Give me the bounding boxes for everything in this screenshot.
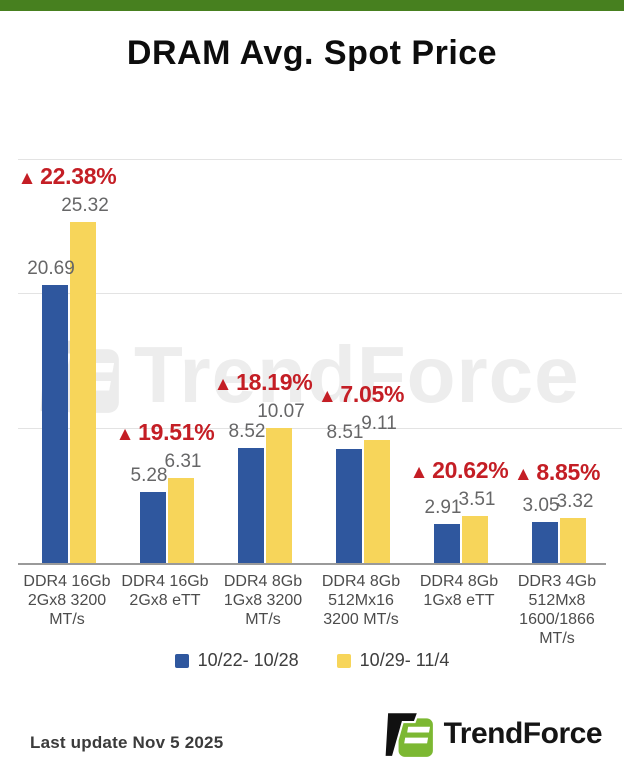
- value-label-week2: 3.51: [458, 488, 496, 510]
- legend-entry-1: 10/22- 10/28: [174, 650, 299, 671]
- x-axis-category-label: DDR4 8Gb 1Gx8 eTT: [419, 573, 499, 609]
- chart-legend: 10/22- 10/28 10/29- 11/4: [0, 650, 624, 671]
- trendforce-logo: TrendForce: [383, 708, 603, 760]
- bar-week2: [168, 478, 194, 563]
- bar-group-6: 3.05 3.32 ▲ 8.85% DDR3 4Gb 512Mx8 1600/1866 …: [508, 150, 606, 647]
- value-label-week1: 20.69: [27, 257, 75, 279]
- legend-label: 10/29- 11/4: [359, 650, 450, 670]
- page-title: DRAM Avg. Spot Price: [126, 34, 498, 72]
- x-axis-category-label: DDR4 8Gb 512Mx16 3200 MT/s: [321, 573, 401, 628]
- bar-week2: [266, 427, 292, 563]
- bar-group-3: 8.52 10.07 ▲ 18.19% DDR4 8Gb 1Gx8 3200 MT/s: [213, 150, 313, 628]
- bar-week1: [42, 284, 68, 563]
- value-label-week1: 2.91: [424, 496, 462, 518]
- pct-change-value: 20.62%: [432, 456, 509, 483]
- gridline-30: [18, 158, 622, 160]
- last-update-label: Last update Nov 5 2025: [30, 733, 224, 752]
- legend-label: 10/22- 10/28: [197, 650, 299, 670]
- pct-change-value: 22.38%: [40, 163, 117, 190]
- legend-entry-2: 10/29- 11/4: [336, 650, 450, 671]
- bar-group-5: 2.91 3.51 ▲ 20.62% DDR4 8Gb 1Gx8 eTT: [409, 150, 509, 609]
- bar-group-2: 5.28 6.31 ▲ 19.51% DDR4 16Gb 2Gx8 eTT: [115, 150, 215, 609]
- bar-week2: [70, 222, 96, 563]
- pct-change-value: 8.85%: [536, 459, 601, 486]
- x-axis-category-label: DDR4 16Gb 2Gx8 eTT: [121, 573, 209, 609]
- pct-change-label: ▲ 8.85%: [513, 459, 601, 486]
- bar-group-1: 20.69 25.32 ▲ 22.38% DDR4 16Gb 2Gx8 3200 MT/…: [17, 150, 117, 628]
- value-label-week2: 6.31: [164, 451, 202, 473]
- trendforce-logo-icon: [383, 711, 433, 758]
- bar-week2: [560, 518, 586, 563]
- legend-swatch-yellow: [336, 653, 351, 668]
- value-label-week2: 10.07: [257, 400, 305, 422]
- x-axis-category-label: DDR4 8Gb 1Gx8 3200 MT/s: [223, 573, 303, 628]
- pct-change-value: 19.51%: [138, 419, 215, 446]
- up-triangle-icon: ▲: [115, 424, 135, 446]
- bar-week2: [364, 440, 390, 563]
- pct-change-label: ▲ 20.62%: [409, 456, 509, 483]
- gridline-20: [18, 293, 622, 294]
- x-axis-category-label: DDR3 4Gb 512Mx8 1600/1866 MT/s: [517, 573, 597, 647]
- up-triangle-icon: ▲: [409, 461, 429, 483]
- bar-chart: TrendForce 20.69 25.32 ▲ 22.38% DDR4 16Gb 2G…: [17, 150, 622, 647]
- bar-week1: [336, 448, 362, 563]
- bar-week1: [238, 448, 264, 563]
- pct-change-label: ▲ 18.19%: [213, 368, 313, 395]
- value-label-week2: 3.32: [556, 491, 594, 513]
- bar-week1: [434, 523, 460, 563]
- legend-swatch-blue: [174, 653, 189, 668]
- pct-change-label: ▲ 22.38%: [17, 163, 117, 190]
- pct-change-value: 7.05%: [340, 381, 405, 408]
- value-label-week1: 5.28: [130, 464, 168, 486]
- up-triangle-icon: ▲: [513, 464, 533, 486]
- value-label-week2: 25.32: [61, 195, 109, 217]
- x-axis-category-label: DDR4 16Gb 2Gx8 3200 MT/s: [23, 573, 111, 628]
- top-accent-bar: [0, 0, 624, 11]
- value-label-week1: 8.52: [228, 421, 266, 443]
- bar-week2: [462, 515, 488, 563]
- gridline-10: [18, 427, 622, 429]
- up-triangle-icon: ▲: [317, 386, 337, 408]
- bar-group-4: 8.51 9.11 ▲ 7.05% DDR4 8Gb 512Mx16 3200 MT/s: [312, 150, 410, 628]
- bar-week1: [532, 521, 558, 563]
- value-label-week1: 3.05: [522, 494, 560, 516]
- value-label-week2: 9.11: [361, 413, 397, 435]
- up-triangle-icon: ▲: [17, 168, 37, 190]
- value-label-week1: 8.51: [326, 421, 364, 443]
- bar-week1: [140, 491, 166, 563]
- up-triangle-icon: ▲: [213, 373, 233, 395]
- pct-change-label: ▲ 7.05%: [317, 381, 405, 408]
- pct-change-label: ▲ 19.51%: [115, 419, 215, 446]
- pct-change-value: 18.19%: [236, 368, 313, 395]
- trendforce-logo-text: TrendForce: [443, 717, 603, 750]
